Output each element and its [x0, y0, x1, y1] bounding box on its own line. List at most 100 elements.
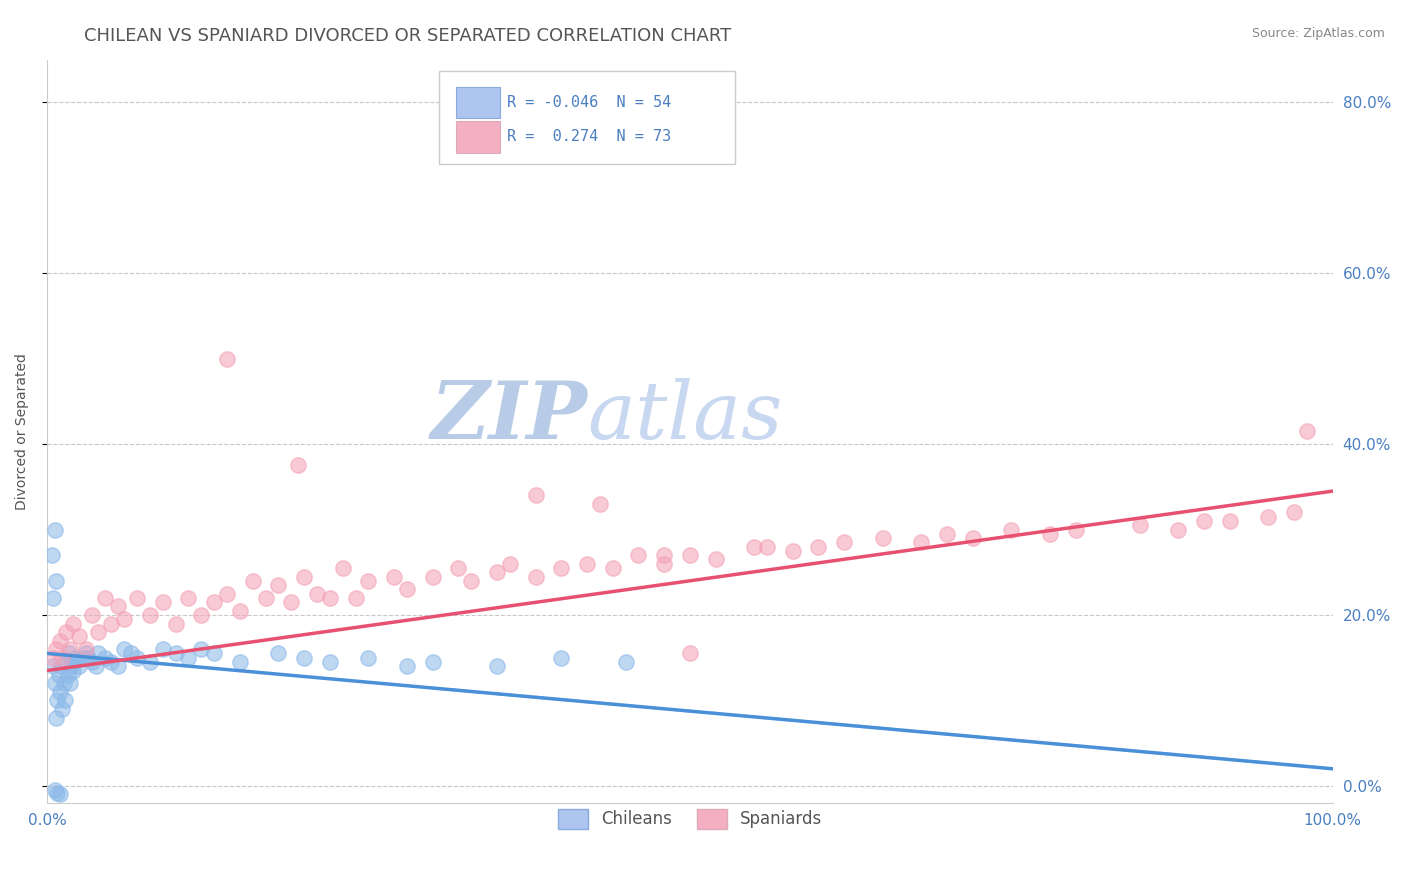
Point: [44, 523, 66, 537]
Point: [45, 710, 67, 724]
Point: [152, 642, 174, 657]
Point: [280, 595, 302, 609]
Point: [51, 650, 73, 665]
Point: [58, 647, 80, 661]
Point: [1167, 523, 1189, 537]
Point: [1192, 514, 1215, 528]
Point: [139, 655, 162, 669]
Point: [229, 655, 252, 669]
Point: [782, 544, 804, 558]
Point: [49, 685, 72, 699]
Text: atlas: atlas: [588, 377, 782, 455]
Point: [1296, 424, 1319, 438]
Point: [422, 655, 444, 669]
Point: [460, 574, 482, 588]
Point: [87, 647, 110, 661]
Point: [62, 664, 84, 678]
Point: [382, 569, 405, 583]
Point: [202, 647, 225, 661]
Point: [125, 591, 148, 605]
Point: [52, 676, 75, 690]
Point: [87, 625, 110, 640]
Point: [652, 548, 675, 562]
Point: [499, 557, 522, 571]
Point: [65, 650, 87, 665]
Point: [53, 693, 76, 707]
Point: [94, 650, 117, 665]
Point: [229, 604, 252, 618]
FancyBboxPatch shape: [456, 87, 499, 119]
Point: [77, 650, 100, 665]
Point: [45, 642, 67, 657]
FancyBboxPatch shape: [456, 121, 499, 153]
Point: [576, 557, 599, 571]
Point: [1129, 518, 1152, 533]
Point: [42, 650, 65, 665]
Point: [100, 655, 122, 669]
Point: [602, 561, 624, 575]
Text: Source: ZipAtlas.com: Source: ZipAtlas.com: [1251, 27, 1385, 40]
Point: [704, 552, 727, 566]
Point: [46, 786, 69, 800]
Point: [80, 655, 103, 669]
Point: [94, 591, 117, 605]
Point: [42, 591, 65, 605]
Point: [254, 591, 277, 605]
Point: [422, 569, 444, 583]
Point: [75, 642, 97, 657]
FancyBboxPatch shape: [439, 70, 735, 163]
Point: [679, 647, 702, 661]
Point: [550, 561, 572, 575]
Point: [59, 642, 82, 657]
Point: [319, 591, 342, 605]
Point: [67, 659, 90, 673]
Point: [589, 497, 612, 511]
Text: ZIP: ZIP: [430, 377, 588, 455]
Point: [190, 642, 212, 657]
Legend: Chileans, Spaniards: Chileans, Spaniards: [551, 802, 830, 836]
Point: [550, 650, 572, 665]
Point: [332, 561, 354, 575]
Point: [872, 531, 894, 545]
Point: [910, 535, 932, 549]
Point: [107, 659, 129, 673]
Point: [486, 566, 509, 580]
Point: [1282, 505, 1305, 519]
Point: [48, 667, 70, 681]
Point: [832, 535, 855, 549]
Point: [524, 488, 547, 502]
Point: [100, 616, 122, 631]
Text: CHILEAN VS SPANIARD DIVORCED OR SEPARATED CORRELATION CHART: CHILEAN VS SPANIARD DIVORCED OR SEPARATE…: [84, 27, 731, 45]
Point: [55, 625, 77, 640]
Point: [742, 540, 765, 554]
Point: [292, 650, 315, 665]
Point: [357, 574, 380, 588]
Point: [486, 659, 509, 673]
Point: [307, 586, 329, 600]
Point: [396, 582, 419, 597]
Point: [120, 647, 142, 661]
Point: [51, 702, 73, 716]
Point: [107, 599, 129, 614]
Point: [344, 591, 367, 605]
Point: [202, 595, 225, 609]
Point: [165, 616, 187, 631]
Y-axis label: Divorced or Separated: Divorced or Separated: [15, 353, 30, 509]
Point: [44, 676, 66, 690]
Point: [267, 578, 290, 592]
Point: [112, 612, 135, 626]
Point: [72, 650, 94, 665]
Point: [125, 650, 148, 665]
Point: [46, 693, 69, 707]
Point: [177, 591, 200, 605]
Point: [1039, 526, 1062, 541]
Point: [1219, 514, 1241, 528]
Text: R = -0.046  N = 54: R = -0.046 N = 54: [508, 95, 672, 111]
Point: [1064, 523, 1087, 537]
Point: [319, 655, 342, 669]
Point: [962, 531, 984, 545]
Point: [84, 659, 107, 673]
Point: [42, 659, 65, 673]
Point: [56, 667, 79, 681]
Point: [936, 526, 959, 541]
